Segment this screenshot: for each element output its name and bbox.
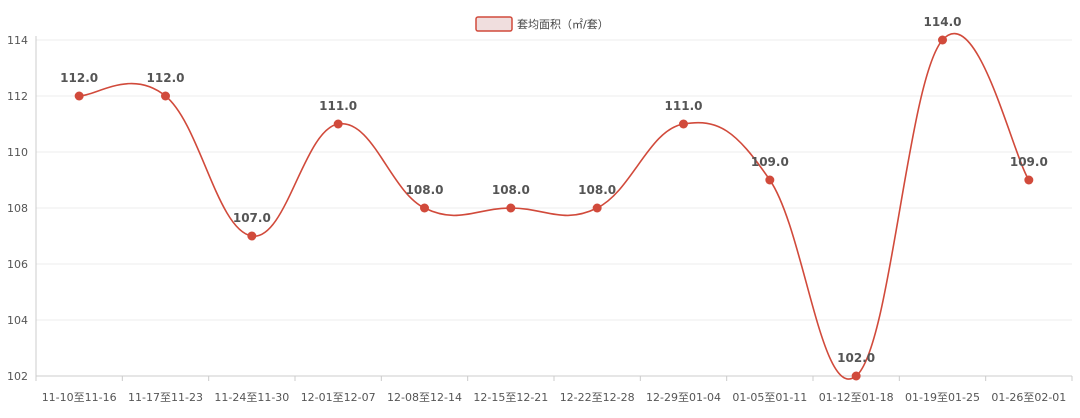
data-label: 109.0 [1010, 155, 1048, 169]
x-axis: 11-10至11-16 11-17至11-23 11-24至11-30 12-01至1… [35, 375, 1073, 404]
data-label: 108.0 [578, 183, 616, 197]
data-point[interactable] [765, 175, 775, 185]
x-tick-label: 01-26至02-01 [991, 391, 1066, 404]
y-tick-label: 102 [7, 370, 28, 383]
data-point[interactable] [1024, 175, 1034, 185]
x-tick-label: 12-15至12-21 [473, 391, 548, 404]
legend-label[interactable]: 套均面积（㎡/套） [517, 18, 609, 31]
data-point[interactable] [851, 371, 861, 381]
data-label: 102.0 [837, 351, 875, 365]
data-label: 111.0 [319, 99, 357, 113]
data-point[interactable] [420, 203, 429, 213]
x-tick-label: 01-12至01-18 [819, 391, 894, 404]
x-tick-label: 12-22至12-28 [560, 391, 635, 404]
legend[interactable]: 套均面积（㎡/套） [475, 16, 609, 32]
x-tick-label: 01-05至01-11 [732, 391, 807, 404]
data-label: 111.0 [665, 99, 703, 113]
y-tick-label: 110 [7, 146, 28, 159]
x-tick-label: 12-29至01-04 [646, 391, 721, 404]
data-point[interactable] [74, 91, 84, 101]
series-group: 112.0 112.0 107.0 111.0 108.0 108.0 108.0 111.0… [60, 15, 1048, 381]
y-tick-label: 114 [7, 34, 28, 47]
data-point[interactable] [592, 203, 602, 213]
y-tick-label: 108 [7, 202, 28, 215]
x-tick-label: 11-10至11-16 [42, 391, 117, 404]
x-tick-label: 12-01至12-07 [301, 391, 376, 404]
y-tick-label: 106 [7, 258, 28, 271]
data-point[interactable] [938, 35, 947, 45]
data-label: 112.0 [60, 71, 98, 85]
x-tick-label: 11-24至11-30 [214, 391, 289, 404]
data-point[interactable] [161, 91, 170, 101]
data-point[interactable] [679, 119, 688, 129]
y-axis: 102 104 106 108 110 112 114 [7, 34, 37, 383]
data-label: 109.0 [751, 155, 789, 169]
x-tick-label: 01-19至01-25 [905, 391, 980, 404]
data-label: 114.0 [924, 15, 962, 29]
legend-swatch[interactable] [475, 16, 513, 32]
data-label: 108.0 [492, 183, 530, 197]
data-label: 108.0 [406, 183, 444, 197]
y-tick-label: 112 [7, 90, 28, 103]
data-point[interactable] [247, 231, 257, 241]
x-tick-label: 11-17至11-23 [128, 391, 203, 404]
x-tick-label: 12-08至12-14 [387, 391, 462, 404]
data-label: 112.0 [147, 71, 185, 85]
y-tick-label: 104 [7, 314, 28, 327]
data-point[interactable] [333, 119, 343, 129]
grid-lines [36, 39, 1072, 321]
data-point[interactable] [506, 203, 516, 213]
data-label: 107.0 [233, 211, 271, 225]
series-line [79, 32, 1030, 380]
